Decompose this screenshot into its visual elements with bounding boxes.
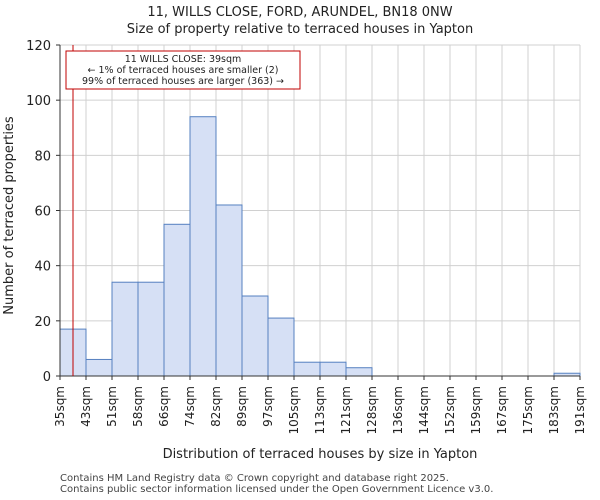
x-axis-label: Distribution of terraced houses by size …: [163, 447, 478, 462]
y-tick-label: 40: [34, 260, 51, 275]
histogram-bar: [319, 361, 347, 377]
x-tick-label: 66sqm: [157, 386, 171, 427]
y-tick-label: 100: [26, 94, 51, 109]
y-axis-label: Number of terraced properties: [2, 116, 17, 315]
x-tick-label: 136sqm: [391, 386, 405, 434]
x-tick-label: 58sqm: [131, 386, 145, 427]
y-tick-label: 60: [34, 205, 51, 220]
y-tick-label: 120: [26, 39, 51, 54]
chart-subtitle: Size of property relative to terraced ho…: [126, 22, 474, 37]
x-tick-label: 144sqm: [417, 386, 431, 434]
histogram-bar: [111, 281, 139, 377]
y-tick-label: 20: [34, 315, 51, 330]
annotation-line-1: 11 WILLS CLOSE: 39sqm: [125, 54, 242, 65]
y-tick-label: 0: [43, 370, 51, 385]
chart-title: 11, WILLS CLOSE, FORD, ARUNDEL, BN18 0NW: [147, 5, 453, 20]
histogram-bar: [267, 317, 295, 377]
x-tick-label: 183sqm: [547, 386, 561, 434]
x-tick-label: 74sqm: [183, 386, 197, 427]
x-tick-label: 51sqm: [105, 386, 119, 427]
x-tick-label: 105sqm: [287, 386, 301, 434]
x-tick-label: 113sqm: [313, 386, 327, 434]
x-tick-label: 82sqm: [209, 386, 223, 427]
histogram-bar: [85, 358, 113, 377]
histogram-bar: [241, 295, 269, 377]
x-tick-label: 128sqm: [365, 386, 379, 434]
x-tick-label: 43sqm: [79, 386, 93, 427]
x-tick-label: 121sqm: [339, 386, 353, 434]
x-tick-label: 191sqm: [573, 386, 587, 434]
x-tick-label: 167sqm: [495, 386, 509, 434]
x-tick-label: 159sqm: [469, 386, 483, 434]
annotation-box: [65, 50, 301, 90]
x-tick-label: 175sqm: [521, 386, 535, 434]
footer-line-2: Contains public sector information licen…: [60, 484, 494, 495]
x-tick-label: 89sqm: [235, 386, 249, 427]
x-tick-label: 97sqm: [261, 386, 275, 427]
x-tick-label: 152sqm: [443, 386, 457, 434]
footer-line-1: Contains HM Land Registry data © Crown c…: [60, 473, 449, 484]
histogram-bar: [163, 223, 191, 377]
histogram-bar: [189, 116, 217, 377]
histogram-bar: [137, 281, 165, 377]
histogram-bar: [215, 204, 243, 377]
histogram-bar: [293, 361, 321, 377]
annotation-line-3: 99% of terraced houses are larger (363) …: [82, 76, 284, 87]
y-tick-label: 80: [34, 149, 51, 164]
annotation-line-2: ← 1% of terraced houses are smaller (2): [88, 65, 279, 76]
histogram-bar: [345, 367, 373, 377]
x-tick-label: 35sqm: [53, 386, 67, 427]
